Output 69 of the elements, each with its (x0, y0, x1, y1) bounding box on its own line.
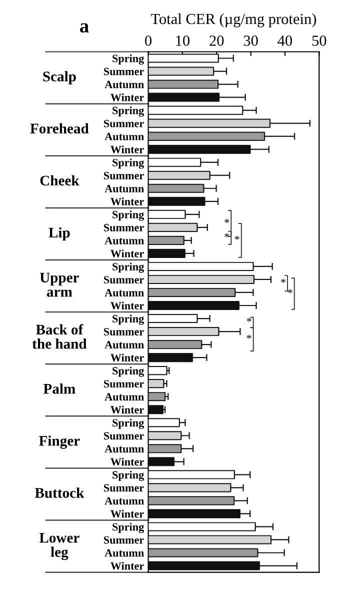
y-tick-label: Back of the hand (32, 324, 87, 349)
x-tick-label: 40 (278, 36, 292, 46)
text: Winter (110, 354, 144, 362)
text: Autumn (104, 393, 144, 401)
x-axis-title: Total CER (µg/mg protein) (150, 13, 316, 28)
y-tick-label: Finger (39, 435, 80, 449)
text: Spring (112, 366, 144, 377)
text: Spring (112, 262, 144, 273)
y-tick-label: Palm (43, 383, 76, 394)
annotation: * (281, 278, 286, 283)
text: Summer (104, 536, 144, 544)
x-tick-label: 10 (176, 36, 190, 46)
text: Spring (112, 418, 144, 429)
text: Summer (104, 484, 144, 492)
text: Autumn (104, 341, 144, 349)
series-label: Spring (112, 54, 144, 65)
series-label: Autumn (104, 80, 144, 88)
text: Summer (104, 120, 144, 128)
annotation: * (246, 318, 252, 322)
text: Autumn (104, 289, 144, 296)
text: Spring (112, 522, 144, 534)
text: Winter (110, 510, 144, 518)
text: Winter (110, 302, 144, 310)
annotation: * (288, 289, 292, 294)
y-tick-label: Lower leg (39, 533, 80, 560)
text: Spring (112, 158, 144, 169)
y-tick-label: Forehead (30, 123, 89, 134)
bar (148, 366, 168, 376)
text: Summer (104, 276, 144, 284)
text: Autumn (104, 549, 144, 557)
annotation: * (246, 334, 252, 339)
text: Autumn (104, 497, 144, 505)
text: Winter (110, 250, 144, 258)
y-tick-label: Lip (48, 227, 70, 241)
x-tick-label: 0 (145, 36, 152, 46)
y-tick-label: Cheek (40, 175, 80, 186)
annotation: * (234, 236, 240, 240)
text: Winter (110, 562, 144, 570)
text: Summer (104, 224, 144, 232)
y-tick-label: Scalp (43, 71, 76, 84)
y-tick-label: Buttock (34, 488, 84, 498)
text: Autumn (104, 236, 144, 244)
annotation: * (224, 218, 230, 223)
x-tick-label: 50 (312, 36, 326, 46)
bar (148, 392, 166, 402)
text: Winter (110, 145, 144, 154)
text: Winter (110, 458, 144, 466)
text: Autumn (104, 132, 144, 140)
text: Autumn (104, 445, 144, 453)
bar (148, 405, 164, 414)
text: Spring (112, 470, 144, 481)
text: Winter (110, 198, 144, 206)
text: Autumn (104, 184, 144, 192)
text: Summer (104, 328, 144, 336)
text: Summer (104, 380, 144, 388)
annotation: * (224, 233, 230, 238)
text: Spring (112, 106, 144, 117)
series-label: Summer (104, 68, 144, 76)
y-tick-label: Upper arm (40, 272, 79, 297)
series-label: Winter (110, 93, 144, 102)
text: Summer (104, 172, 144, 180)
text: Winter (110, 406, 144, 414)
text: Summer (104, 432, 144, 440)
chart-title: a (80, 23, 89, 33)
x-tick-label: 20 (210, 36, 224, 46)
text: Spring (112, 210, 144, 221)
x-tick-label: 30 (244, 36, 258, 46)
bar (148, 379, 164, 388)
text: Spring (112, 314, 144, 325)
